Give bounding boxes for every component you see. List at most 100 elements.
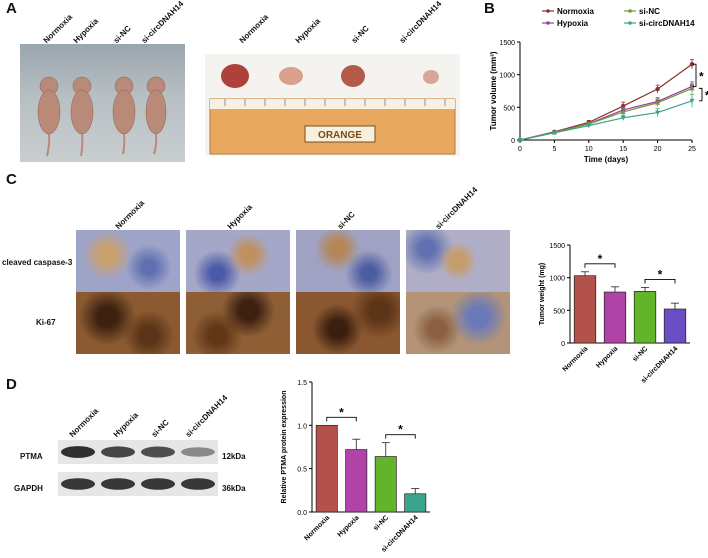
- x-tick-label: 25: [688, 146, 696, 153]
- mice-label-normoxia: Normoxia: [41, 12, 75, 45]
- y-tick-label: 0: [511, 138, 515, 145]
- ihc-ki67-si-circdnah14: [406, 292, 510, 354]
- blot-label-hypoxia: Hypoxia: [111, 410, 141, 439]
- category-label: Normoxia: [303, 514, 331, 542]
- tumor-label-si-nc: si-NC: [349, 23, 371, 45]
- bar-3: [404, 493, 427, 513]
- ihc-row-label-ki67: Ki-67: [36, 318, 56, 327]
- tumor-weight-chart: 0 500 1000 1500 Tumor weight (mg) Normoxia Hyp…: [539, 243, 690, 385]
- ihc-caspase-si-circdnah14: [406, 230, 510, 292]
- y-axis-label: Tumor volume (mm³): [489, 51, 498, 130]
- y-tick-label: 1000: [549, 276, 565, 283]
- bar-2: [633, 291, 657, 344]
- y-tick-label: 0.5: [297, 467, 307, 474]
- significance-star: *: [339, 405, 344, 419]
- mice-photo: [20, 44, 185, 162]
- category-label: Hypoxia: [595, 345, 619, 369]
- significance-star: *: [598, 252, 603, 266]
- legend-label: si-circDNAH14: [639, 19, 695, 28]
- mice-illustration: [37, 76, 167, 157]
- y-axis-label: Relative PTMA protein expression: [281, 391, 288, 504]
- blot-size-ptma: 12kDa: [222, 452, 246, 461]
- bar-0: [573, 275, 597, 344]
- significance-star: *: [658, 267, 663, 281]
- blot-protein-ptma: PTMA: [20, 452, 43, 461]
- ihc-ki67-normoxia: [76, 292, 180, 354]
- y-tick-label: 1.0: [297, 423, 307, 430]
- y-tick-label: 1500: [549, 243, 565, 250]
- panel-label-a: A: [6, 0, 17, 17]
- category-label: si-NC: [632, 345, 650, 363]
- series-line-3: [519, 100, 693, 141]
- panel-label-c: C: [6, 171, 17, 188]
- ihc-caspase-hypoxia: [186, 230, 290, 292]
- y-tick-label: 0.0: [297, 510, 307, 517]
- bar-1: [345, 449, 368, 513]
- blot-band: [61, 478, 95, 490]
- y-tick-label: 1500: [499, 40, 515, 47]
- ihc-col-label-si-circdnah14: si-circDNAH14: [433, 185, 480, 231]
- bar-0: [315, 424, 338, 513]
- x-tick-label: 5: [552, 146, 556, 153]
- tumor-label-si-circdnah14: si-circDNAH14: [397, 0, 444, 46]
- data-point: [655, 86, 660, 92]
- panel-label-d: D: [6, 376, 17, 393]
- significance-bracket: [699, 87, 703, 102]
- data-point: [689, 62, 695, 67]
- data-point: [655, 100, 661, 105]
- blot-label-si-circdnah14: si-circDNAH14: [183, 393, 230, 439]
- panel-label-b: B: [484, 0, 495, 17]
- blot-band: [141, 446, 175, 458]
- x-tick-label: 10: [585, 146, 593, 153]
- data-point: [655, 110, 661, 116]
- bar-1: [603, 291, 627, 344]
- tumors-photo: ORANGE: [205, 54, 460, 156]
- blot-label-si-nc: si-NC: [149, 417, 171, 439]
- legend-label: Normoxia: [557, 7, 594, 16]
- data-point: [586, 123, 592, 129]
- x-tick-label: 15: [619, 146, 627, 153]
- tumors-illustration: ORANGE: [209, 64, 456, 155]
- legend-label: Hypoxia: [557, 19, 589, 28]
- blot-protein-gapdh: GAPDH: [14, 484, 43, 493]
- significance-bracket: [693, 63, 697, 87]
- data-point: [620, 115, 626, 121]
- tumor-label-normoxia: Normoxia: [237, 12, 271, 45]
- blot-band: [181, 447, 215, 457]
- mice-label-si-nc: si-NC: [111, 23, 133, 45]
- ihc-col-label-hypoxia: Hypoxia: [225, 202, 255, 231]
- ihc-ki67-si-nc: [296, 292, 400, 354]
- blot-size-gapdh: 36kDa: [222, 484, 246, 493]
- x-axis-label: Time (days): [584, 155, 629, 164]
- data-point: [517, 138, 523, 143]
- mice-label-hypoxia: Hypoxia: [71, 16, 101, 45]
- significance-star: *: [705, 89, 708, 103]
- significance-star: *: [398, 423, 403, 437]
- x-tick-label: 20: [654, 146, 662, 153]
- data-point: [621, 103, 626, 109]
- ihc-col-label-normoxia: Normoxia: [113, 198, 147, 231]
- blot-band: [141, 478, 175, 490]
- x-tick-label: 0: [518, 146, 522, 153]
- category-label: si-NC: [372, 514, 390, 532]
- y-tick-label: 1000: [499, 73, 515, 80]
- y-tick-label: 500: [553, 308, 565, 315]
- ruler-text: ORANGE: [318, 130, 362, 141]
- y-tick-label: 500: [503, 105, 515, 112]
- y-tick-label: 1.5: [297, 380, 307, 387]
- bar-3: [663, 308, 687, 344]
- blot-label-normoxia: Normoxia: [67, 406, 101, 439]
- legend-label: si-NC: [639, 7, 660, 16]
- series-line-0: [519, 63, 693, 141]
- data-point: [620, 109, 626, 114]
- ihc-caspase-si-nc: [296, 230, 400, 292]
- legend-swatch-marker: [546, 21, 550, 25]
- data-point: [689, 85, 695, 91]
- significance-bracket: [584, 263, 616, 268]
- blot-band: [101, 478, 135, 490]
- legend-swatch-marker: [628, 9, 632, 13]
- data-point: [551, 130, 557, 136]
- tumor-volume-chart: 0 500 1000 1500 0 5 10 15 20 25 Time (days) Tumor v…: [489, 7, 708, 164]
- significance-bracket: [326, 416, 357, 422]
- mice-label-si-circdnah14: si-circDNAH14: [139, 0, 186, 46]
